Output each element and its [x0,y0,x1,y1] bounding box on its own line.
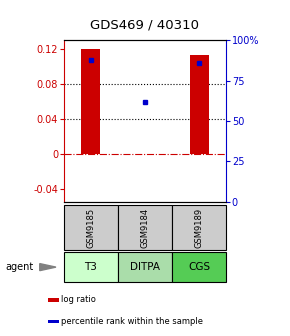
Bar [172,205,226,250]
Text: CGS: CGS [188,262,210,272]
Bar [190,55,209,154]
Bar [81,49,100,154]
Bar [172,252,226,282]
Text: percentile rank within the sample: percentile rank within the sample [61,317,203,326]
Text: log ratio: log ratio [61,295,96,304]
Polygon shape [40,263,56,271]
Text: GSM9189: GSM9189 [195,208,204,248]
Text: agent: agent [6,262,34,272]
Bar [64,252,118,282]
Bar [118,252,172,282]
Bar [64,205,118,250]
Bar [118,205,172,250]
Text: GDS469 / 40310: GDS469 / 40310 [90,18,200,32]
Bar [48,320,59,324]
Text: T3: T3 [84,262,97,272]
Text: DITPA: DITPA [130,262,160,272]
Text: GSM9185: GSM9185 [86,208,95,248]
Text: GSM9184: GSM9184 [140,208,150,248]
Bar [48,298,59,302]
